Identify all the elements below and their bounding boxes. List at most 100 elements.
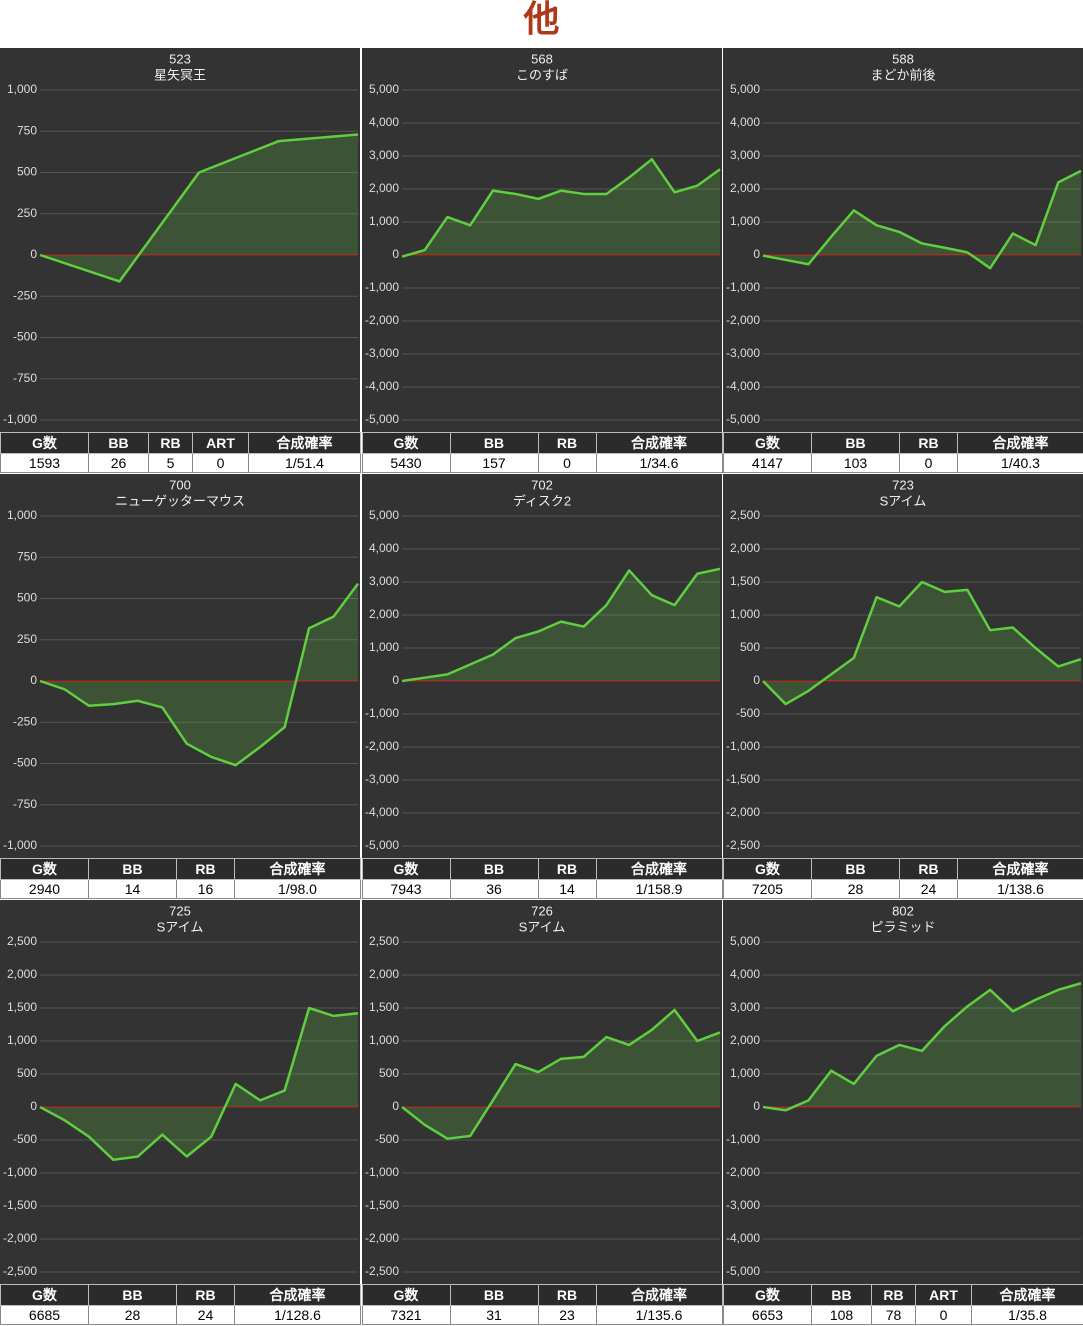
y-tick-label: -1,000 <box>726 739 760 753</box>
stats-header: G数 <box>0 1284 89 1306</box>
stats-cell: 0 <box>192 453 249 473</box>
stats-cell: 7321 <box>361 1305 451 1325</box>
stats-cell: 0 <box>537 453 597 473</box>
stats-table: G数 BB RB 合成確率 2940 14 16 1/98.0 <box>0 858 361 899</box>
y-tick-label: 0 <box>753 1099 760 1113</box>
stats-cell: 4147 <box>723 453 812 473</box>
stats-cell: 5 <box>148 453 193 473</box>
chart-panel: 802 ピラミッド -5,000 -4,000 -3,000 -2,000 -1,000 0 1… <box>723 900 1083 1325</box>
stats-header: RB <box>537 432 597 454</box>
stats-table: G数 BB RB ART 合成確率 6653 108 78 0 1/35.8 <box>723 1284 1083 1325</box>
stats-cell: 1/98.0 <box>234 879 361 899</box>
stats-header: G数 <box>361 858 451 880</box>
stats-table: G数 BB RB 合成確率 7321 31 23 1/135.6 <box>361 1284 723 1325</box>
y-tick-label: 4,000 <box>368 541 398 555</box>
y-tick-label: -2,000 <box>364 1231 398 1245</box>
chart-panel: 523 星矢冥王 -1,000 -750 -500 -250 0 250 500 750 1,000… <box>0 48 361 473</box>
y-tick-label: -500 <box>13 756 37 770</box>
stats-header: RB <box>537 1284 597 1306</box>
stats-cell: 1/138.6 <box>957 879 1083 899</box>
area <box>763 983 1081 1111</box>
y-tick-label: 2,500 <box>368 934 398 948</box>
y-tick-label: 1,000 <box>368 214 398 228</box>
stats-header: ART <box>192 432 249 454</box>
line <box>762 580 1082 706</box>
stats-header: 合成確率 <box>595 432 723 454</box>
stats-header: BB <box>811 858 900 880</box>
stats-table: G数 BB RB 合成確率 7943 36 14 1/158.9 <box>361 858 723 899</box>
y-tick-label: 1,000 <box>368 640 398 654</box>
chart-panel: 723 Sアイム -2,500 -2,000 -1,500 -1,000 -500 0 500 1… <box>723 474 1083 899</box>
y-tick-label: 5,000 <box>368 82 398 96</box>
y-tick-label: -500 <box>13 1132 37 1146</box>
chart-title: 726 <box>531 903 553 918</box>
stats-header-row: G数 BB RB 合成確率 <box>361 432 723 454</box>
y-tick-label: 5,000 <box>730 934 760 948</box>
y-tick-label: 0 <box>30 673 37 687</box>
chart-panel: 568 このすば -5,000 -4,000 -3,000 -2,000 -1,000 0 1,… <box>361 48 723 473</box>
y-tick-label: 2,500 <box>7 934 37 948</box>
y-tick-label: 500 <box>740 640 760 654</box>
stats-header: G数 <box>361 1284 451 1306</box>
area <box>40 583 358 766</box>
stats-header: 合成確率 <box>971 1284 1083 1306</box>
stats-row: 2940 14 16 1/98.0 <box>0 879 361 899</box>
stats-header-row: G数 BB RB 合成確率 <box>361 858 723 880</box>
stats-header: RB <box>537 858 597 880</box>
y-tick-label: 4,000 <box>730 967 760 981</box>
stats-header: 合成確率 <box>957 858 1083 880</box>
area <box>401 159 720 257</box>
y-tick-label: 5,000 <box>368 508 398 522</box>
stats-cell: 7205 <box>723 879 812 899</box>
y-tick-label: 500 <box>378 1066 398 1080</box>
chart-subtitle: このすば <box>515 67 567 82</box>
y-tick-label: -2,000 <box>726 1165 760 1179</box>
y-tick-label: -1,000 <box>726 1132 760 1146</box>
chart-subtitle: Sアイム <box>157 919 204 934</box>
stats-cell: 0 <box>915 1305 972 1325</box>
stats-cell: 23 <box>537 1305 597 1325</box>
stats-cell: 78 <box>871 1305 916 1325</box>
y-tick-label: -750 <box>13 371 37 385</box>
y-tick-label: -3,000 <box>364 346 398 360</box>
y-tick-label: 1,500 <box>368 1000 398 1014</box>
chart-subtitle: Sアイム <box>518 919 565 934</box>
stats-row: 6685 28 24 1/128.6 <box>0 1305 361 1325</box>
line <box>401 158 721 258</box>
stats-cell: 103 <box>811 453 900 473</box>
stats-header-row: G数 BB RB 合成確率 <box>361 1284 723 1306</box>
chart-subtitle: 星矢冥王 <box>154 67 206 82</box>
stats-cell: 36 <box>449 879 539 899</box>
y-tick-label: -2,000 <box>364 313 398 327</box>
y-tick-label: 3,000 <box>368 148 398 162</box>
chart-title: 725 <box>169 903 191 918</box>
y-tick-label: 2,000 <box>368 607 398 621</box>
stats-table: G数 BB RB ART 合成確率 1593 26 5 0 1/51.4 <box>0 432 361 473</box>
y-tick-label: 250 <box>17 206 37 220</box>
y-tick-label: 2,500 <box>730 508 760 522</box>
stats-header: BB <box>88 1284 177 1306</box>
stats-cell: 2940 <box>0 879 89 899</box>
line <box>762 169 1082 270</box>
stats-cell: 157 <box>449 453 539 473</box>
stats-table: G数 BB RB 合成確率 4147 103 0 1/40.3 <box>723 432 1083 473</box>
stats-header: RB <box>899 432 958 454</box>
y-tick-label: 2,000 <box>7 967 37 981</box>
stats-header: BB <box>449 432 539 454</box>
chart-title: 568 <box>531 51 553 66</box>
y-tick-label: -1,500 <box>726 772 760 786</box>
y-tick-label: -1,000 <box>364 1165 398 1179</box>
stats-cell: 1/35.8 <box>971 1305 1083 1325</box>
chart-panel: 702 ディスク2 -5,000 -4,000 -3,000 -2,000 -1,000 0 1… <box>361 474 723 899</box>
y-tick-label: 1,500 <box>730 574 760 588</box>
area <box>763 170 1081 269</box>
stats-header: 合成確率 <box>595 1284 723 1306</box>
y-tick-label: 750 <box>17 549 37 563</box>
